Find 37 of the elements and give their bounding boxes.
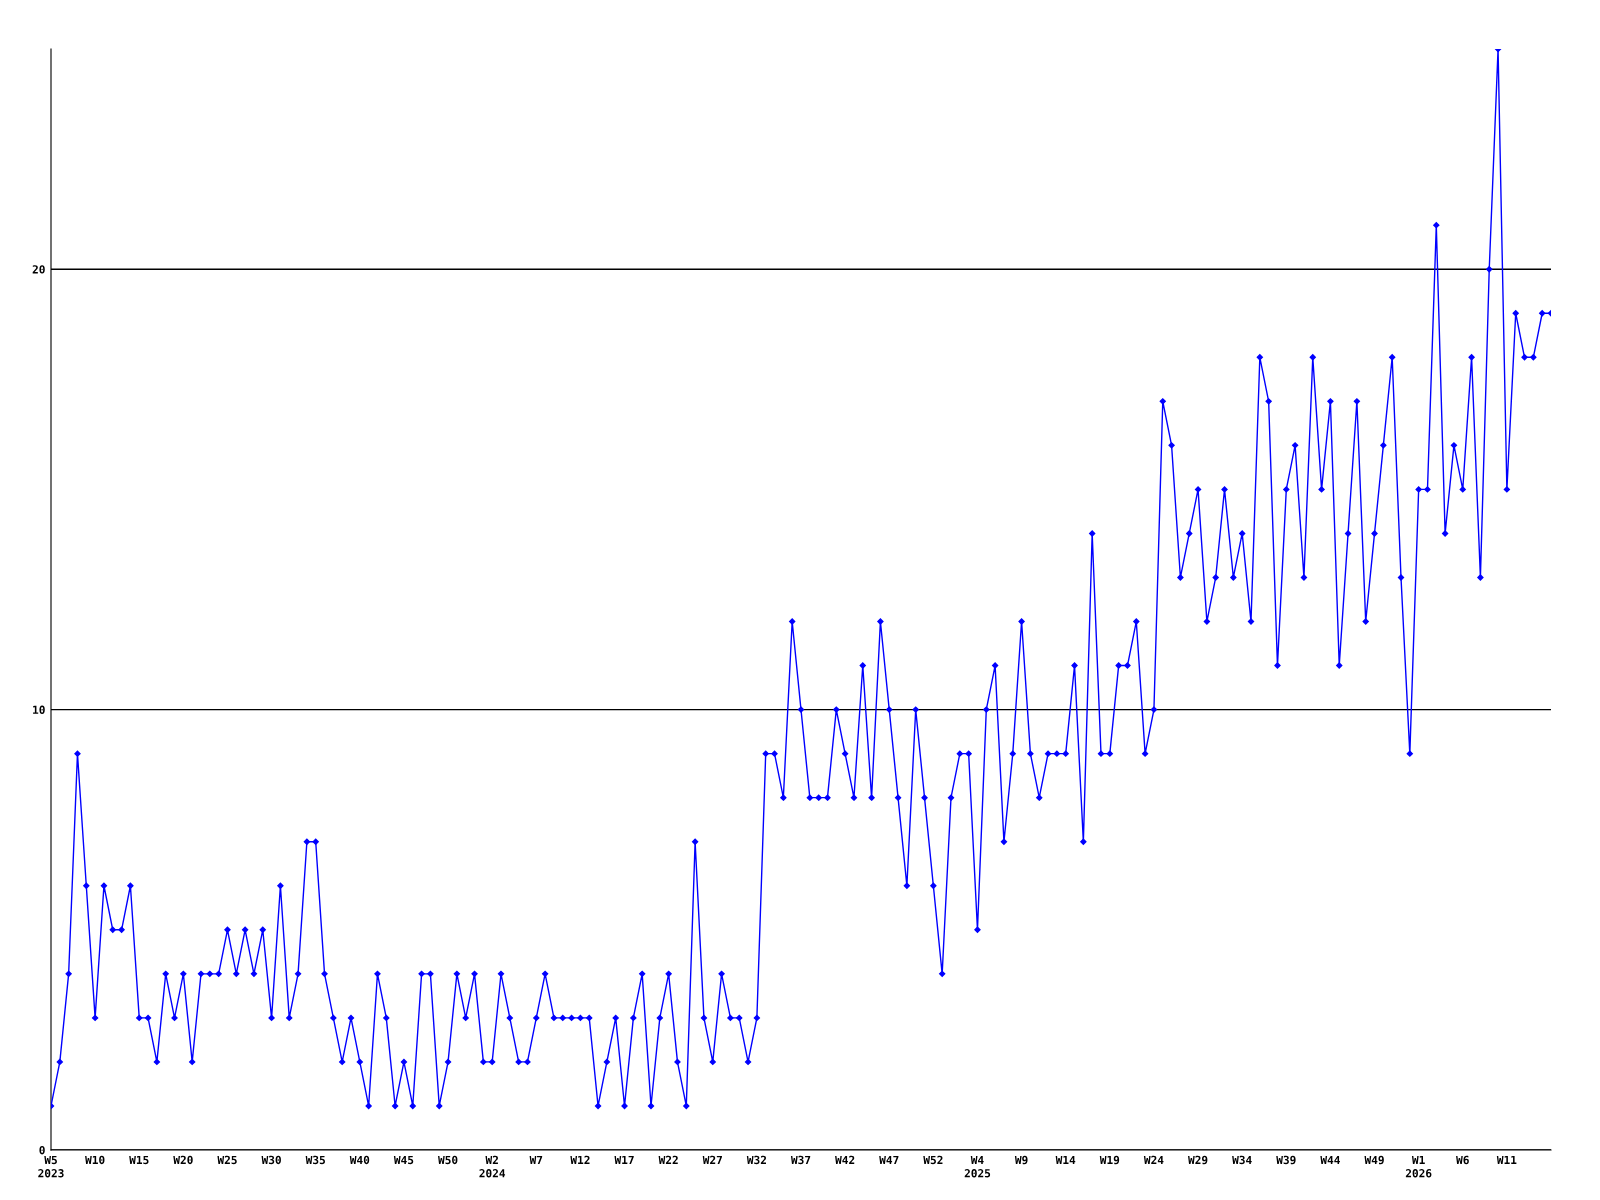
x-tick-label: W37: [790, 1155, 811, 1165]
x-tick-label: W34: [1232, 1155, 1252, 1165]
x-tick-label: W20: [173, 1155, 193, 1165]
x-tick-label: W12: [570, 1155, 590, 1164]
x-tick-label: W14: [1055, 1155, 1076, 1164]
x-tick-label: W4 2025: [964, 1155, 991, 1178]
x-tick-label: W24: [1143, 1155, 1164, 1164]
x-tick-label: W40: [349, 1155, 370, 1165]
x-tick-label: W35: [305, 1155, 325, 1165]
x-tick-label: W5 2023: [38, 1155, 64, 1178]
x-tick-label: W10: [85, 1155, 105, 1165]
x-tick-label: W32: [746, 1155, 766, 1165]
x-tick-label: W30: [261, 1155, 281, 1165]
x-tick-label: W50: [438, 1155, 458, 1165]
x-tick-label: W47: [879, 1155, 899, 1164]
x-tick-label: W6: [1456, 1155, 1469, 1165]
x-tick-label: W27: [702, 1155, 722, 1164]
x-tick-label: W52: [923, 1155, 943, 1165]
y-tick-label: 0: [39, 1145, 45, 1155]
x-tick-label: W22: [658, 1155, 678, 1164]
y-tick-label: 10: [33, 705, 45, 714]
x-tick-label: W44: [1320, 1155, 1340, 1164]
x-tick-label: W1 2026: [1405, 1155, 1432, 1178]
x-tick-label: W39: [1276, 1155, 1296, 1165]
x-tick-label: W7: [529, 1155, 543, 1164]
x-tick-label: W49: [1364, 1155, 1384, 1165]
x-tick-label: W19: [1099, 1155, 1120, 1165]
x-tick-label: W15: [129, 1155, 149, 1165]
x-tick-label: W2 2024: [479, 1155, 506, 1178]
x-tick-label: W42: [835, 1155, 855, 1164]
y-tick-label: 20: [32, 265, 45, 274]
x-tick-label: W17: [614, 1155, 634, 1164]
x-tick-label: W29: [1188, 1155, 1208, 1165]
x-tick-label: W9: [1014, 1155, 1028, 1165]
x-tick-label: W25: [217, 1155, 237, 1165]
x-tick-label: W11: [1496, 1155, 1517, 1164]
x-tick-label: W45: [393, 1155, 414, 1165]
